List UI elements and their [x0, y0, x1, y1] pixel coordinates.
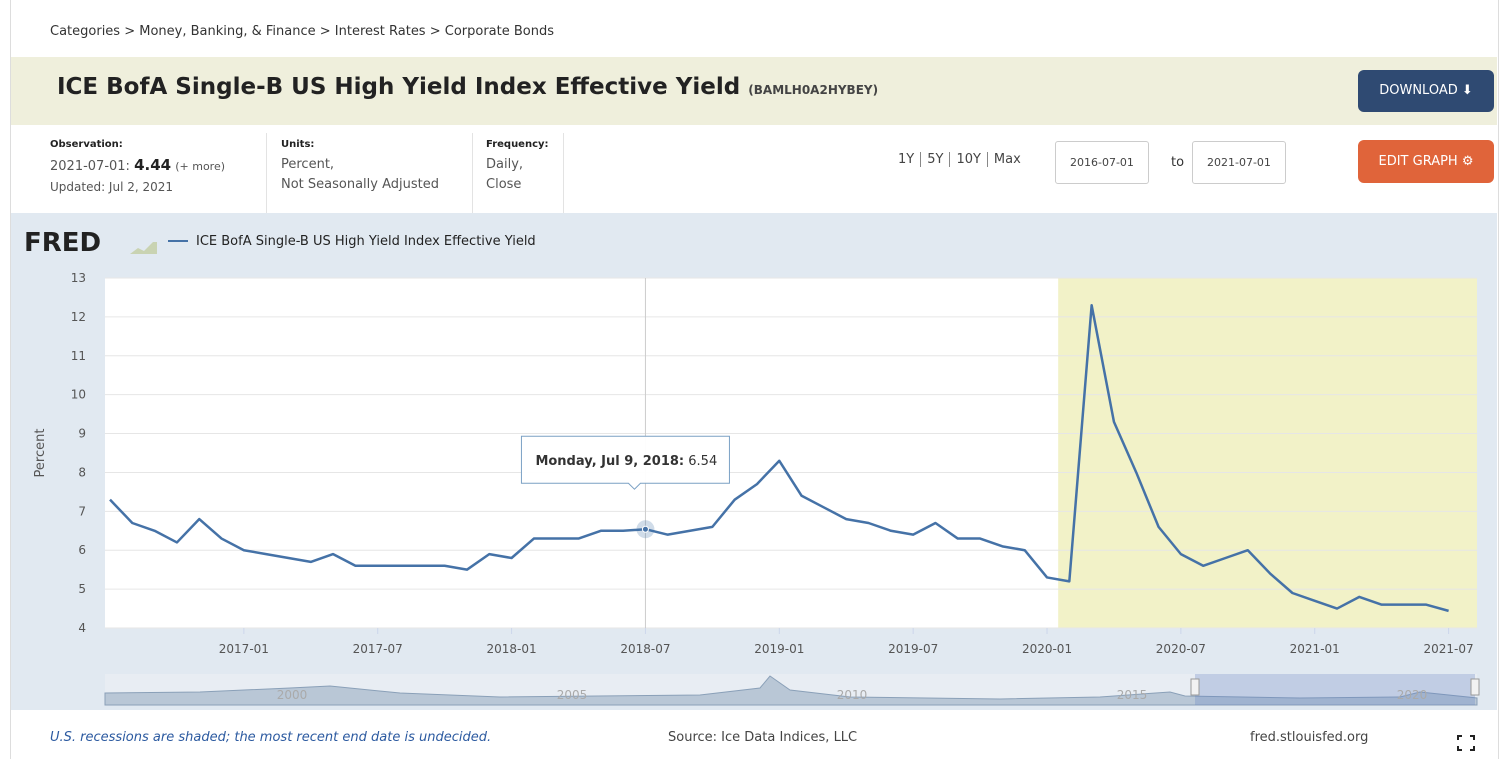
obs-label: Observation: [50, 139, 123, 150]
tooltip-date: Monday, Jul 9, 2018: [535, 454, 684, 469]
hover-point [641, 525, 649, 533]
x-tick-label: 2019-07 [888, 642, 938, 656]
y-tick-label: 8 [78, 465, 86, 479]
tooltip: Monday, Jul 9, 2018: 6.54 [535, 454, 717, 469]
range[interactable]: 5Y [920, 152, 950, 167]
y-tick-label: 9 [78, 427, 86, 441]
navigator-handle[interactable] [1470, 678, 1480, 696]
x-tick-label: 2017-01 [219, 642, 269, 656]
divider [563, 133, 564, 213]
updated: Updated: Jul 2, 2021 [50, 180, 174, 194]
site[interactable]: fred.stlouisfed.org [1250, 730, 1368, 745]
y-tick-label: 11 [71, 349, 86, 363]
tooltip-box [520, 435, 730, 490]
recession-note: U.S. recessions are shaded; the most rec… [50, 730, 491, 745]
navigator-label: 2015 [1117, 688, 1148, 702]
title: ICE BofA Single-B US High Yield Index Ef… [57, 74, 741, 100]
to-label: to [1171, 155, 1185, 170]
y-tick-label: 6 [78, 543, 86, 557]
logo: FRED [24, 228, 101, 258]
legend-label[interactable]: ICE BofA Single-B US High Yield Index Ef… [196, 234, 536, 249]
units-1: Percent, [281, 157, 335, 172]
series-title: ICE BofA Single-B US High Yield Index Ef… [57, 74, 878, 100]
freq-2: Close [486, 177, 522, 192]
download-button[interactable]: DOWNLOAD ⬇ [1358, 70, 1494, 112]
navigator-selection[interactable] [1195, 674, 1475, 705]
fullscreen-icon[interactable] [1457, 735, 1475, 751]
frame [10, 0, 1499, 759]
obs-more[interactable]: (+ more) [175, 160, 226, 173]
y-tick-label: 5 [78, 582, 86, 596]
tooltip-value: 6.54 [688, 454, 717, 469]
y-tick-label: 7 [78, 504, 86, 518]
navigator-label: 2000 [277, 688, 308, 702]
recession-shade [1058, 278, 1477, 628]
edit-graph-button[interactable]: EDIT GRAPH ⚙ [1358, 140, 1494, 183]
obs-date: 2021-07-01: [50, 159, 130, 174]
download-label: DOWNLOAD [1379, 83, 1458, 98]
x-tick-label: 2018-07 [620, 642, 670, 656]
divider [266, 133, 267, 213]
x-tick-label: 2021-01 [1290, 642, 1340, 656]
breadcrumb[interactable]: Categories > Money, Banking, & Finance >… [50, 24, 554, 39]
x-tick-label: 2019-01 [754, 642, 804, 656]
x-tick-label: 2018-01 [487, 642, 537, 656]
navigator-label: 2020 [1397, 688, 1428, 702]
navigator-series [104, 675, 1478, 706]
x-tick-label: 2017-07 [353, 642, 403, 656]
range[interactable]: 10Y [949, 152, 987, 167]
series-id: (BAMLH0A2HYBEY) [748, 83, 879, 97]
series-line [109, 303, 1449, 613]
y-tick-label: 10 [71, 388, 86, 402]
y-tick-label: 4 [78, 621, 86, 635]
units-label: Units: [281, 139, 315, 150]
range[interactable]: Max [986, 152, 1027, 167]
y-tick-label: 12 [71, 310, 86, 324]
divider [472, 133, 473, 213]
obs-value: 4.44 [134, 156, 172, 174]
start-date[interactable]: 2016-07-01 [1055, 141, 1149, 184]
logo-icon [130, 242, 157, 254]
freq-label: Frequency: [486, 139, 549, 150]
x-tick-label: 2020-07 [1156, 642, 1206, 656]
range[interactable]: 1Y [898, 152, 915, 167]
range-links: 1Y 5Y 10Y Max [892, 152, 1027, 167]
end-date[interactable]: 2021-07-01 [1192, 141, 1286, 184]
units-2: Not Seasonally Adjusted [281, 177, 439, 192]
x-tick-label: 2021-07 [1424, 642, 1474, 656]
freq-1: Daily, [486, 157, 524, 172]
y-axis-label: Percent [33, 429, 48, 478]
x-tick-label: 2020-01 [1022, 642, 1072, 656]
navigator-label: 2010 [837, 688, 868, 702]
source: Source: Ice Data Indices, LLC [668, 730, 857, 745]
navigator-handle[interactable] [1190, 678, 1200, 696]
edit-label: EDIT GRAPH [1378, 154, 1458, 169]
navigator-label: 2005 [557, 688, 588, 702]
y-tick-label: 13 [71, 271, 86, 285]
header-band [11, 57, 1497, 125]
